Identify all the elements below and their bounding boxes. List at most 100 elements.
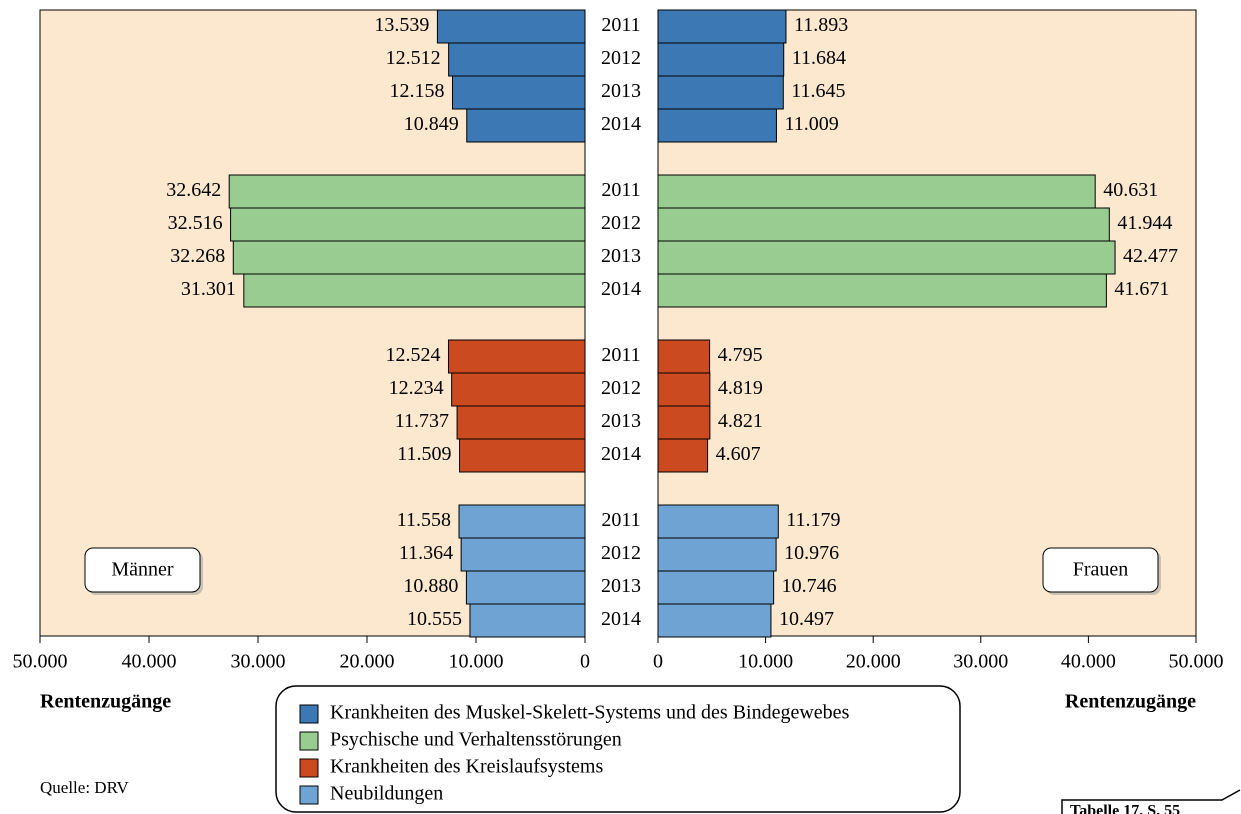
legend-label: Krankheiten des Muskel-Skelett-Systems u…: [330, 702, 850, 724]
bar: [657, 339, 711, 374]
value-label: 10.555: [407, 608, 462, 630]
category-label: 2013: [601, 410, 641, 432]
bar: [458, 504, 586, 539]
value-label: 11.558: [397, 509, 451, 531]
bar: [448, 42, 586, 77]
value-label: 11.364: [399, 542, 453, 564]
bar: [466, 108, 586, 143]
value-label: 11.009: [784, 113, 838, 135]
category-label: 2014: [601, 278, 641, 300]
value-label: 10.746: [782, 575, 837, 597]
value-label: 11.645: [791, 80, 845, 102]
bar: [657, 603, 772, 638]
value-label: 42.477: [1123, 245, 1178, 267]
note-box: [1061, 789, 1241, 814]
bar: [657, 174, 1096, 209]
value-label: 10.880: [403, 575, 458, 597]
value-label: 12.234: [389, 377, 444, 399]
value-label: 4.821: [718, 410, 763, 432]
bar: [436, 9, 586, 44]
legend-box: [275, 685, 961, 813]
value-label: 41.944: [1117, 212, 1172, 234]
category-label: 2012: [601, 212, 641, 234]
bar: [456, 405, 586, 440]
legend-swatch: [299, 758, 319, 778]
bar: [447, 339, 586, 374]
value-label: 12.158: [389, 80, 444, 102]
x-tick-label: 20.000: [340, 651, 395, 673]
value-label: 41.671: [1114, 278, 1169, 300]
bar: [657, 240, 1116, 275]
legend-label: Neubildungen: [330, 783, 443, 805]
category-label: 2011: [601, 14, 640, 36]
value-label: 11.893: [794, 14, 848, 36]
x-tick-label: 30.000: [953, 651, 1008, 673]
bar: [657, 75, 784, 110]
x-tick-label: 40.000: [122, 651, 177, 673]
value-label: 11.737: [395, 410, 449, 432]
value-label: 4.819: [718, 377, 763, 399]
category-label: 2011: [601, 509, 640, 531]
x-tick-label: 30.000: [231, 651, 286, 673]
category-label: 2011: [601, 344, 640, 366]
bar: [459, 438, 586, 473]
category-label: 2014: [601, 608, 641, 630]
x-tick-label: 0: [653, 651, 663, 673]
value-label: 11.509: [397, 443, 451, 465]
legend-label: Krankheiten des Kreislaufsystems: [330, 756, 603, 778]
value-label: 10.497: [779, 608, 834, 630]
bar: [657, 9, 787, 44]
panel-label-box: [84, 547, 201, 593]
bar: [451, 372, 586, 407]
bar: [460, 537, 586, 572]
category-label: 2013: [601, 80, 641, 102]
category-label: 2013: [601, 245, 641, 267]
panel-label: Männer: [111, 559, 174, 581]
value-label: 10.849: [404, 113, 459, 135]
bar: [469, 603, 586, 638]
value-label: 4.795: [718, 344, 763, 366]
value-label: 11.179: [786, 509, 840, 531]
category-label: 2013: [601, 575, 641, 597]
panel-label: Frauen: [1073, 559, 1129, 581]
bar: [657, 570, 775, 605]
panel-label-box: [1042, 547, 1159, 593]
bar: [657, 207, 1110, 242]
value-label: 32.268: [170, 245, 225, 267]
x-axis-label: Rentenzugänge: [1065, 691, 1196, 713]
value-label: 10.976: [784, 542, 839, 564]
x-tick-label: 40.000: [1061, 651, 1116, 673]
source: Quelle: DRV: [40, 778, 130, 797]
value-label: 40.631: [1103, 179, 1158, 201]
legend-swatch: [299, 731, 319, 751]
bar: [657, 504, 779, 539]
legend-swatch: [299, 704, 319, 724]
category-label: 2014: [601, 113, 641, 135]
bar: [657, 537, 777, 572]
bar: [657, 438, 709, 473]
category-label: 2011: [601, 179, 640, 201]
bar: [451, 75, 586, 110]
value-label: 12.512: [386, 47, 441, 69]
value-label: 12.524: [385, 344, 440, 366]
bar: [657, 42, 785, 77]
x-tick-label: 10.000: [449, 651, 504, 673]
bar: [232, 240, 586, 275]
bar: [228, 174, 586, 209]
bar: [657, 405, 711, 440]
value-label: 31.301: [181, 278, 236, 300]
x-tick-label: 10.000: [738, 651, 793, 673]
value-label: 11.684: [792, 47, 846, 69]
category-label: 2012: [601, 542, 641, 564]
category-label: 2012: [601, 377, 641, 399]
value-label: 4.607: [716, 443, 761, 465]
bar: [243, 273, 586, 308]
x-tick-label: 50.000: [13, 651, 68, 673]
x-tick-label: 0: [580, 651, 590, 673]
category-label: 2012: [601, 47, 641, 69]
value-label: 32.642: [166, 179, 221, 201]
bar: [230, 207, 586, 242]
x-tick-label: 50.000: [1169, 651, 1224, 673]
value-label: 32.516: [168, 212, 223, 234]
